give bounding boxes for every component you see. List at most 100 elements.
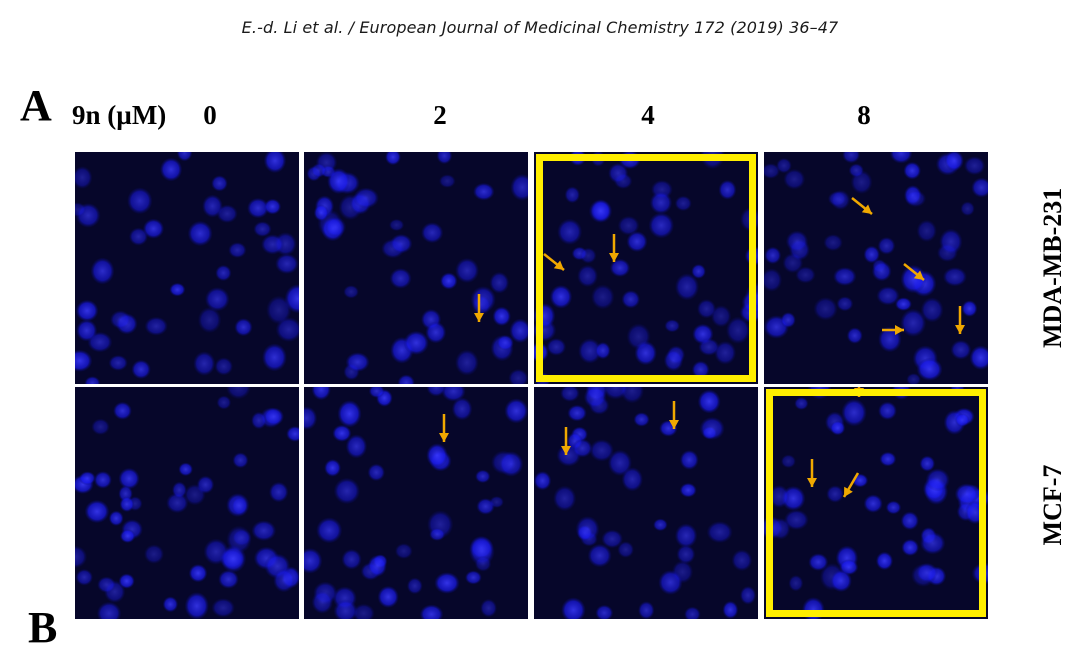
cell-nucleus <box>836 296 854 312</box>
cell-nucleus <box>617 216 640 236</box>
micrograph-panel <box>75 152 299 384</box>
cell-nucleus <box>764 163 780 179</box>
cell-nucleus <box>567 404 587 422</box>
cell-nucleus <box>846 327 863 344</box>
cell-nucleus <box>451 397 473 421</box>
cell-nucleus <box>878 401 897 420</box>
cell-nucleus <box>549 285 573 309</box>
cell-nucleus <box>653 518 668 531</box>
cell-nucleus <box>895 297 912 311</box>
cell-nucleus <box>253 221 272 237</box>
micrograph-panel <box>534 152 758 384</box>
cell-nucleus <box>885 500 902 515</box>
cell-nucleus <box>633 412 650 427</box>
cell-nucleus <box>906 373 921 384</box>
cell-nucleus <box>389 219 405 231</box>
nuclei-stain-image <box>534 387 758 619</box>
nuclei-stain-image <box>75 152 299 384</box>
cell-nucleus <box>969 345 988 370</box>
cell-nucleus <box>131 359 151 379</box>
cell-nucleus <box>465 570 482 585</box>
cell-nucleus <box>120 529 136 543</box>
cell-nucleus <box>595 604 614 619</box>
cell-nucleus <box>764 268 782 292</box>
cell-nucleus <box>127 187 153 214</box>
cell-nucleus <box>920 297 944 323</box>
cell-nucleus <box>781 454 796 468</box>
cell-nucleus <box>176 152 193 162</box>
micrograph-panel <box>75 387 299 619</box>
cell-nucleus <box>964 156 986 175</box>
cell-nucleus <box>75 166 93 189</box>
cell-nucleus <box>198 307 222 333</box>
cell-nucleus <box>263 407 284 426</box>
cell-nucleus <box>397 374 415 384</box>
cell-nucleus <box>601 529 623 549</box>
cell-nucleus <box>187 221 213 246</box>
cell-nucleus <box>954 483 979 505</box>
cell-nucleus <box>920 532 946 555</box>
cell-nucleus <box>905 190 926 207</box>
cell-nucleus <box>830 569 852 592</box>
cell-nucleus <box>608 163 629 184</box>
cell-nucleus <box>699 417 725 440</box>
cell-nucleus <box>826 485 844 503</box>
cell-nucleus <box>178 462 193 476</box>
cell-nucleus <box>264 198 281 215</box>
apoptosis-arrow-icon <box>474 294 484 322</box>
cell-nucleus <box>609 258 631 277</box>
cell-nucleus <box>676 544 696 564</box>
cell-nucleus <box>722 601 739 619</box>
cell-nucleus <box>275 253 299 274</box>
cell-nucleus <box>564 186 580 204</box>
cell-nucleus <box>231 496 248 516</box>
micrograph-panel <box>304 387 528 619</box>
cell-nucleus <box>489 496 504 508</box>
cell-nucleus <box>251 411 267 430</box>
cell-nucleus <box>343 285 359 299</box>
cell-nucleus <box>769 485 790 508</box>
cell-nucleus <box>440 272 458 290</box>
nuclei-stain-image <box>304 387 528 619</box>
cell-nucleus <box>577 265 598 287</box>
cell-nucleus <box>788 575 804 592</box>
nuclei-stain-image <box>764 387 988 619</box>
cell-nucleus <box>91 418 110 435</box>
cell-nucleus <box>960 201 975 216</box>
cell-nucleus <box>575 516 600 542</box>
cell-nucleus <box>84 500 110 523</box>
column-label-2: 2 <box>433 100 447 130</box>
cell-nucleus <box>407 577 423 595</box>
cell-nucleus <box>94 471 112 489</box>
cell-nucleus <box>232 529 252 547</box>
cell-nucleus <box>75 299 99 322</box>
cell-nucleus <box>621 290 640 309</box>
cell-nucleus <box>108 355 128 371</box>
cell-nucleus <box>472 294 491 316</box>
cell-nucleus <box>261 234 284 255</box>
cell-nucleus <box>675 523 698 548</box>
cell-nucleus <box>795 266 816 284</box>
cell-nucleus <box>871 261 892 282</box>
microscopy-grid <box>75 152 988 619</box>
cell-nucleus <box>691 360 710 379</box>
cell-nucleus <box>327 168 350 194</box>
cell-nucleus <box>188 564 208 583</box>
cell-nucleus <box>595 342 611 360</box>
apoptosis-arrow-icon <box>955 306 965 334</box>
cell-nucleus <box>75 545 87 568</box>
cell-nucleus <box>419 604 444 619</box>
cell-nucleus <box>863 494 883 513</box>
cell-nucleus <box>848 163 864 178</box>
cell-nucleus <box>110 310 131 329</box>
cell-nucleus <box>143 218 164 239</box>
cell-nucleus <box>426 387 446 397</box>
cell-nucleus <box>97 576 116 593</box>
cell-nucleus <box>474 555 492 572</box>
cell-nucleus <box>740 586 756 605</box>
cell-nucleus <box>508 369 528 384</box>
cell-nucleus <box>385 152 401 166</box>
cell-nucleus <box>475 469 491 483</box>
cell-nucleus <box>697 389 721 414</box>
cell-nucleus <box>534 303 556 329</box>
